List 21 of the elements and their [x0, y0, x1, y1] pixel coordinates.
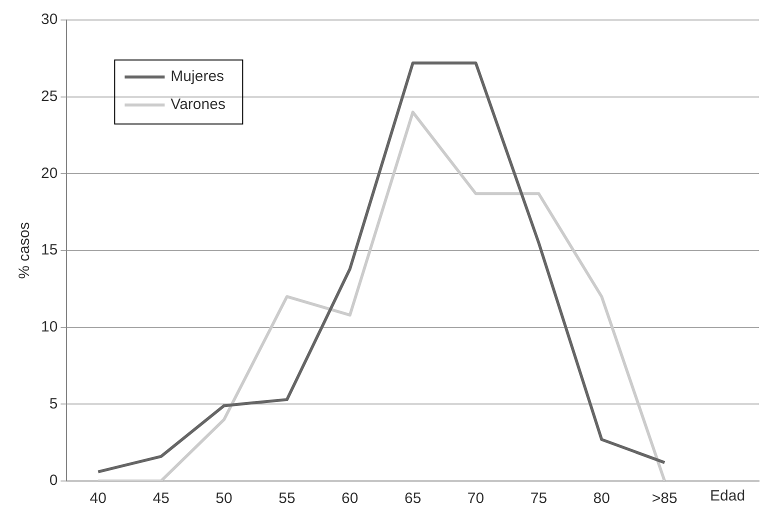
y-tick-label: 30	[40, 11, 58, 28]
y-tick-label: 15	[40, 242, 58, 259]
x-tick-label: 70	[467, 490, 484, 508]
x-tick-label: 65	[404, 490, 422, 508]
x-tick-label: 40	[90, 490, 106, 508]
legend-label: Mujeres	[170, 68, 224, 86]
y-tick-label: 25	[40, 88, 58, 105]
x-tick-label: 45	[152, 490, 170, 508]
x-axis-title: Edad	[710, 488, 746, 505]
x-tick-label: 60	[342, 490, 358, 508]
y-axis-title: % casos	[16, 222, 34, 279]
y-tick-label: 5	[49, 395, 58, 412]
y-tick-label: 20	[40, 164, 58, 182]
legend-label: Varones	[170, 96, 226, 114]
x-tick-label: 75	[530, 490, 548, 508]
y-tick-label: 10	[40, 318, 58, 336]
x-tick-label: 55	[278, 490, 296, 508]
x-tick-label: 50	[216, 490, 232, 508]
x-tick-label: 80	[593, 490, 610, 508]
y-tick-label: 0	[49, 472, 58, 490]
x-tick-label: >85	[652, 490, 678, 508]
